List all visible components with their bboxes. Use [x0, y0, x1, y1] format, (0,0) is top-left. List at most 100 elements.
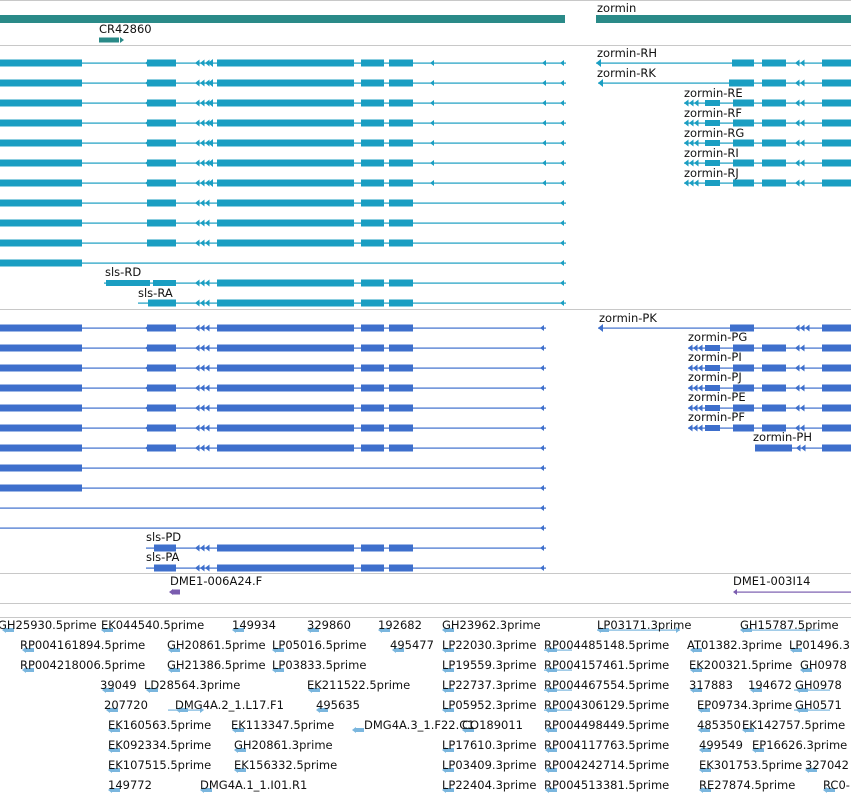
protein-label-zormin-pg[interactable]: zormin-PG: [688, 330, 748, 344]
transcript-label-zormin-re[interactable]: zormin-RE: [684, 86, 743, 100]
strand-arrow: [120, 37, 124, 43]
protein-label-zormin-pk[interactable]: zormin-PK: [599, 311, 657, 325]
exon-block: [733, 344, 754, 352]
transcript-label-zormin-rg[interactable]: zormin-RG: [684, 126, 745, 140]
est-label[interactable]: EK200321.5prime: [689, 658, 793, 672]
strand-arrow: [545, 787, 549, 793]
transcript-label-sls-ra[interactable]: sls-RA: [138, 286, 173, 300]
est-label[interactable]: LP22030.3prime: [442, 638, 537, 652]
transcript-label-zormin-rh[interactable]: zormin-RH: [597, 46, 658, 60]
protein-label-zormin-pe[interactable]: zormin-PE: [688, 390, 746, 404]
est-label[interactable]: GH0978: [795, 678, 842, 692]
strand-arrow: [205, 139, 210, 147]
transcript-label-zormin-ri[interactable]: zormin-RI: [684, 146, 739, 160]
est-label[interactable]: EK044540.5prime: [101, 618, 205, 632]
est-label[interactable]: 192682: [378, 618, 422, 632]
track-separator: [0, 573, 851, 574]
est-label[interactable]: GH23962.3prime: [442, 618, 541, 632]
strand-arrow: [462, 727, 466, 733]
protein-label-zormin-pf[interactable]: zormin-PF: [688, 410, 745, 424]
gene-label-zormin[interactable]: zormin: [597, 1, 637, 15]
est-label[interactable]: GH15787.5prime: [740, 618, 839, 632]
est-label[interactable]: LP01496.3: [789, 638, 850, 652]
est-label[interactable]: EP09734.3prime: [697, 698, 793, 712]
est-label[interactable]: RP004218006.5prime: [20, 658, 146, 672]
protein-label-sls-pa[interactable]: sls-PA: [146, 550, 180, 564]
est-label[interactable]: RP004161894.5prime: [20, 638, 146, 652]
gene-label-cr42860[interactable]: CR42860: [99, 22, 152, 36]
est-label[interactable]: RC0-: [823, 778, 850, 792]
protein-label-zormin-pi[interactable]: zormin-PI: [688, 350, 742, 364]
est-label[interactable]: GH0978: [800, 658, 847, 672]
est-label[interactable]: LD28564.3prime: [144, 678, 241, 692]
est-label[interactable]: DMG4A.3_1.F22.C1: [364, 718, 475, 732]
clone-label-dme1-003i14[interactable]: DME1-003I14: [733, 574, 811, 588]
est-label[interactable]: RP004498449.5prime: [544, 718, 670, 732]
est-label[interactable]: GH0571: [795, 698, 842, 712]
transcript-label-zormin-rk[interactable]: zormin-RK: [597, 66, 656, 80]
strand-arrow: [698, 707, 702, 713]
protein-label-zormin-pj[interactable]: zormin-PJ: [688, 370, 742, 384]
exon-block: [389, 199, 413, 207]
est-label[interactable]: RE27874.5prime: [699, 778, 796, 792]
est-label[interactable]: LP03409.3prime: [442, 758, 537, 772]
est-label[interactable]: EK211522.5prime: [307, 678, 411, 692]
est-label[interactable]: GH25930.5prime: [0, 618, 97, 632]
est-label[interactable]: LP19559.3prime: [442, 658, 537, 672]
est-label[interactable]: 495635: [316, 698, 360, 712]
est-label[interactable]: 485350: [697, 718, 741, 732]
est-label[interactable]: LP03171.3prime: [597, 618, 692, 632]
est-label[interactable]: DMG4A.2_1.L17.F1: [175, 698, 284, 712]
est-label[interactable]: LP03833.5prime: [272, 658, 367, 672]
est-label[interactable]: 149934: [232, 618, 276, 632]
transcript-label-zormin-rj[interactable]: zormin-RJ: [684, 166, 739, 180]
clone-label-dme1-006a24-f[interactable]: DME1-006A24.F: [170, 574, 263, 588]
est-label[interactable]: RP004513381.5prime: [544, 778, 670, 792]
protein-label-zormin-ph[interactable]: zormin-PH: [753, 430, 813, 444]
strand-arrow: [694, 179, 699, 187]
est-label[interactable]: EP16626.3prime: [752, 738, 848, 752]
est-label[interactable]: GH20861.3prime: [234, 738, 333, 752]
est-label[interactable]: EK107515.5prime: [108, 758, 212, 772]
est-label[interactable]: AT01382.3prime: [687, 638, 783, 652]
est-label[interactable]: RP004485148.5prime: [544, 638, 670, 652]
est-label[interactable]: RP004117763.5prime: [544, 738, 670, 752]
est-label[interactable]: LP22404.3prime: [442, 778, 537, 792]
est-label[interactable]: EK160563.5prime: [108, 718, 212, 732]
est-label[interactable]: GH20861.5prime: [167, 638, 266, 652]
est-label[interactable]: 207720: [104, 698, 148, 712]
est-label[interactable]: 329860: [307, 618, 351, 632]
strand-arrow: [795, 364, 800, 372]
est-label[interactable]: EK092334.5prime: [108, 738, 212, 752]
strand-arrow: [22, 667, 26, 673]
est-label[interactable]: EK142757.5prime: [742, 718, 846, 732]
strand-arrow: [200, 119, 205, 127]
est-label[interactable]: 327042: [805, 758, 849, 772]
est-label[interactable]: LP05952.3prime: [442, 698, 537, 712]
est-label[interactable]: LP22737.3prime: [442, 678, 537, 692]
protein-label-sls-pd[interactable]: sls-PD: [146, 530, 182, 544]
est-label[interactable]: LP05016.5prime: [272, 638, 367, 652]
est-label[interactable]: 499549: [699, 738, 743, 752]
est-glyph: [356, 728, 364, 732]
est-label[interactable]: DMG4A.1_1.I01.R1: [200, 778, 308, 792]
est-label[interactable]: RP004242714.5prime: [544, 758, 670, 772]
est-label[interactable]: RP004306129.5prime: [544, 698, 670, 712]
est-label[interactable]: GH21386.5prime: [167, 658, 266, 672]
exon-block: [154, 544, 176, 552]
est-label[interactable]: LP17610.3prime: [442, 738, 537, 752]
est-label[interactable]: 194672: [748, 678, 792, 692]
transcript-label-sls-rd[interactable]: sls-RD: [105, 265, 142, 279]
est-label[interactable]: 495477: [390, 638, 434, 652]
strand-arrow: [195, 384, 200, 392]
est-label[interactable]: 317883: [689, 678, 733, 692]
est-label[interactable]: EK113347.5prime: [231, 718, 335, 732]
est-label[interactable]: CO189011: [462, 718, 523, 732]
est-label[interactable]: RP004467554.5prime: [544, 678, 670, 692]
est-label[interactable]: EK156332.5prime: [234, 758, 338, 772]
est-label[interactable]: EK301753.5prime: [699, 758, 803, 772]
est-label[interactable]: 149772: [108, 778, 152, 792]
est-label[interactable]: 39049: [100, 678, 137, 692]
est-label[interactable]: RP004157461.5prime: [544, 658, 670, 672]
transcript-label-zormin-rf[interactable]: zormin-RF: [684, 106, 743, 120]
